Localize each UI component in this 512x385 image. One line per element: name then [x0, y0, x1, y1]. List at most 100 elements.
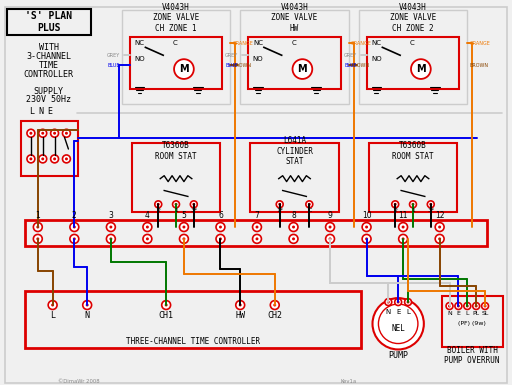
Text: E: E [47, 107, 52, 116]
Circle shape [174, 59, 194, 79]
Text: 1*: 1* [276, 208, 283, 213]
Circle shape [446, 303, 453, 310]
Text: T6360B
ROOM STAT: T6360B ROOM STAT [392, 141, 434, 161]
Text: NEL: NEL [391, 324, 405, 333]
Circle shape [33, 234, 42, 243]
Text: V4043H
ZONE VALVE
CH ZONE 1: V4043H ZONE VALVE CH ZONE 1 [153, 3, 199, 33]
Circle shape [36, 238, 39, 240]
Circle shape [73, 226, 76, 229]
Circle shape [435, 234, 444, 243]
Text: V4043H
ZONE VALVE
HW: V4043H ZONE VALVE HW [271, 3, 317, 33]
Text: BLUE: BLUE [344, 63, 357, 68]
Circle shape [51, 303, 54, 306]
Circle shape [457, 305, 460, 308]
Text: 3*: 3* [427, 208, 434, 213]
Circle shape [86, 303, 89, 306]
Circle shape [110, 238, 112, 240]
Text: L: L [465, 311, 469, 316]
Circle shape [36, 226, 39, 229]
Circle shape [41, 132, 44, 135]
Circle shape [70, 234, 79, 243]
Circle shape [273, 303, 276, 306]
Circle shape [27, 129, 35, 137]
Circle shape [190, 201, 197, 208]
Circle shape [252, 223, 262, 231]
Text: GREY: GREY [344, 53, 357, 58]
Circle shape [385, 299, 392, 306]
Bar [442, 296, 503, 348]
Text: C: C [410, 40, 414, 47]
Circle shape [83, 301, 92, 310]
Circle shape [411, 59, 431, 79]
Circle shape [394, 203, 397, 206]
Text: 2: 2 [156, 208, 160, 213]
Circle shape [216, 223, 225, 231]
Circle shape [464, 303, 471, 310]
Text: (PF) (9w): (PF) (9w) [458, 321, 486, 326]
Text: CONTROLLER: CONTROLLER [24, 70, 74, 79]
Text: C: C [173, 40, 178, 47]
Text: C: C [291, 40, 296, 47]
Text: 'S' PLAN
PLUS: 'S' PLAN PLUS [25, 12, 72, 33]
Text: ORANGE: ORANGE [470, 41, 490, 46]
Circle shape [404, 299, 412, 306]
Circle shape [155, 201, 162, 208]
Circle shape [29, 157, 32, 161]
Text: C: C [307, 208, 311, 213]
Circle shape [306, 201, 313, 208]
Circle shape [53, 157, 56, 161]
Circle shape [289, 223, 298, 231]
Circle shape [276, 201, 283, 208]
Circle shape [438, 226, 441, 229]
Circle shape [435, 223, 444, 231]
Circle shape [39, 155, 47, 163]
Text: 11: 11 [398, 211, 408, 220]
Text: BLUE: BLUE [107, 63, 120, 68]
Circle shape [466, 305, 469, 308]
Text: NC: NC [253, 40, 263, 47]
Circle shape [143, 234, 152, 243]
Text: V4043H
ZONE VALVE
CH ZONE 2: V4043H ZONE VALVE CH ZONE 2 [390, 3, 436, 33]
Text: Kev1a: Kev1a [341, 378, 357, 383]
Text: BROWN: BROWN [351, 63, 370, 68]
Text: N: N [386, 309, 391, 315]
Text: 3: 3 [109, 211, 113, 220]
Bar [369, 143, 457, 212]
Bar [21, 121, 78, 176]
Circle shape [397, 301, 400, 303]
Text: NO: NO [134, 56, 145, 62]
Circle shape [216, 234, 225, 243]
Bar [359, 10, 467, 104]
Circle shape [182, 238, 185, 240]
Circle shape [106, 223, 115, 231]
Text: THREE-CHANNEL TIME CONTROLLER: THREE-CHANNEL TIME CONTROLLER [126, 337, 260, 346]
Text: 4: 4 [145, 211, 150, 220]
Circle shape [326, 223, 334, 231]
Bar [248, 37, 341, 89]
Text: 12: 12 [435, 211, 444, 220]
Text: ©DimaWr 2008: ©DimaWr 2008 [57, 378, 99, 383]
Circle shape [292, 238, 295, 240]
Circle shape [482, 303, 488, 310]
Text: GREY: GREY [225, 53, 238, 58]
Bar [250, 143, 339, 212]
Circle shape [51, 129, 58, 137]
Text: M: M [297, 64, 307, 74]
Text: M: M [179, 64, 189, 74]
Circle shape [193, 203, 195, 206]
Circle shape [157, 203, 160, 206]
Circle shape [378, 304, 418, 343]
Circle shape [362, 223, 371, 231]
Circle shape [429, 203, 432, 206]
Text: BLUE: BLUE [226, 63, 238, 68]
Circle shape [252, 234, 262, 243]
Circle shape [455, 303, 462, 310]
Text: 8: 8 [291, 211, 296, 220]
Circle shape [448, 305, 451, 308]
Circle shape [146, 226, 149, 229]
Text: NO: NO [371, 56, 382, 62]
Circle shape [62, 129, 70, 137]
Text: CH2: CH2 [267, 311, 282, 320]
Circle shape [401, 238, 404, 240]
Circle shape [239, 303, 242, 306]
